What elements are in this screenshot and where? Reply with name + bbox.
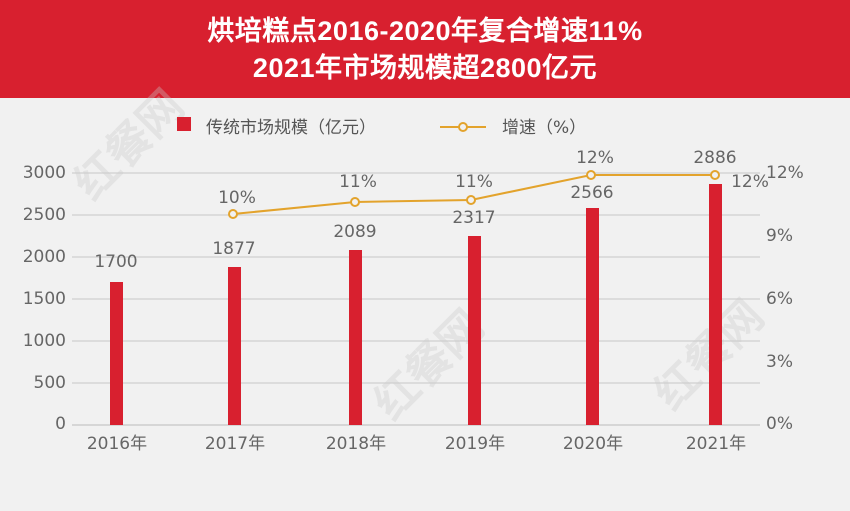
y-right-tick: 0% [766,414,793,434]
y-right-tick: 3% [766,352,793,372]
y-left-tick: 2500 [22,205,66,225]
x-tick: 2020年 [562,434,624,454]
y-left-tick: 1000 [22,331,66,351]
bar-2020 [586,208,599,425]
line-value-label: 11% [455,172,493,192]
gridlines [72,172,760,426]
y-right-tick: 9% [766,226,793,246]
y-left-tick: 0 [55,414,66,434]
y-left-tick: 500 [33,373,66,393]
bar-2017 [228,267,241,425]
bar-2018 [349,250,362,425]
legend-bar-label: 传统市场规模（亿元） [206,118,376,138]
y-left-tick: 1500 [22,289,66,309]
bar-value-label: 2089 [333,222,377,242]
x-tick: 2017年 [204,434,266,454]
y-right-tick: 12% [766,163,804,183]
line-series [228,170,720,219]
x-tick: 2018年 [325,434,387,454]
bar-value-label: 2566 [570,183,614,203]
legend-line-label: 增速（%） [502,118,587,138]
chart-title-line-1: 烘培糕点2016-2020年复合增速11% [207,16,643,46]
y-left-tick: 2000 [22,247,66,267]
bar-series [110,184,722,425]
bar-2019 [468,236,481,425]
bar-value-label: 1877 [212,239,256,259]
legend-line-swatch [440,122,486,132]
bar-value-label: 1700 [94,252,138,272]
bar-value-label: 2886 [693,148,737,168]
line-value-label: 12% [576,148,614,168]
line-value-label: 11% [339,172,377,192]
chart-title-line-2: 2021年市场规模超2800亿元 [252,53,598,83]
line-value-label: 12% [731,172,769,192]
legend-bar-swatch [177,117,191,131]
bar-2021 [709,184,722,425]
bar-2016 [110,282,123,425]
x-tick: 2016年 [86,434,148,454]
x-tick: 2021年 [685,434,747,454]
bar-value-label: 2317 [452,208,496,228]
line-value-label: 10% [218,188,256,208]
chart-header: 烘培糕点2016-2020年复合增速11% 2021年市场规模超2800亿元 [0,0,850,98]
x-tick: 2019年 [444,434,506,454]
y-left-tick: 3000 [22,163,66,183]
y-right-tick: 6% [766,289,793,309]
